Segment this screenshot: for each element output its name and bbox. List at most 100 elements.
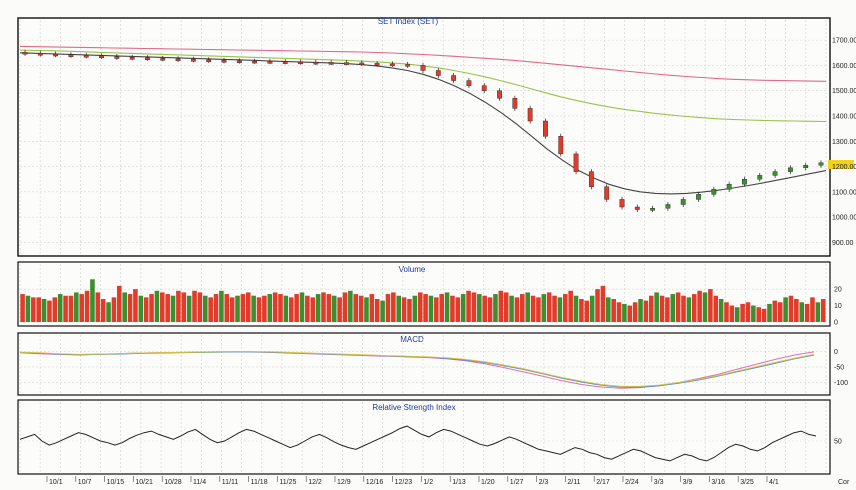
candle-body [374, 63, 380, 66]
volume-bar [708, 289, 713, 322]
macd-layer: 0 -50 -100 [19, 335, 848, 394]
x-tick-label: 3/3 [654, 479, 664, 486]
volume-bar [331, 295, 337, 322]
candle-body [190, 59, 196, 62]
volume-bar [536, 297, 541, 322]
volume-bar [477, 294, 482, 322]
candle-body [53, 53, 59, 57]
volume-bar [127, 294, 133, 322]
x-tick-label: 1/27 [510, 479, 524, 486]
volume-bar [600, 285, 606, 322]
x-tick-label: 1/13 [452, 479, 466, 486]
volume-bar [455, 297, 461, 322]
macd-tick-label: 0 [834, 349, 838, 356]
volume-bar [391, 292, 396, 322]
x-tick-label: 3/25 [740, 479, 754, 486]
volume-bar [143, 297, 149, 322]
volume-bar [788, 295, 794, 322]
price-tick-label: 1100.00 [832, 189, 856, 196]
volume-bar [353, 294, 359, 322]
volume-bar [428, 295, 434, 322]
volume-bar [358, 295, 364, 322]
candle-body [696, 194, 701, 200]
volume-bar [783, 297, 788, 322]
price-layer: 1700.00 1600.00 1500.00 1400.00 1300.00 1200.… [19, 20, 856, 254]
rsi-tick-label: 50 [834, 439, 842, 446]
x-tick-label: 10/21 [135, 479, 153, 486]
volume-bar [63, 295, 68, 322]
volume-bar [616, 302, 622, 322]
volume-bar [541, 294, 547, 322]
rsi-layer: 50 [19, 402, 842, 472]
volume-bar [364, 297, 369, 322]
candle-body [298, 61, 303, 65]
volume-bar [106, 302, 111, 322]
volume-bar [202, 295, 208, 322]
volume-bar [761, 308, 767, 322]
volume-bar [224, 294, 230, 322]
candle-body [37, 53, 43, 56]
current-price-marker [828, 160, 854, 169]
price-panel-title: SET Index (SET) [378, 17, 439, 26]
volume-bar [342, 292, 348, 322]
volume-bar [777, 302, 783, 322]
volume-bar [546, 292, 552, 322]
volume-bar [52, 297, 58, 322]
price-panel-frame [17, 17, 831, 257]
rsi-panel-frame [17, 399, 831, 475]
volume-bar [401, 297, 407, 322]
volume-bar [41, 299, 47, 322]
candle-body [573, 153, 579, 172]
volume-bar [100, 299, 106, 322]
candle-body [114, 56, 120, 59]
candle-body [313, 61, 319, 65]
candle-body [267, 61, 273, 64]
candle-body [558, 136, 564, 155]
volume-bar [138, 295, 144, 322]
volume-bar [670, 294, 676, 322]
moving-average-line-3 [19, 52, 827, 195]
volume-bar [186, 295, 192, 322]
x-tick-label: 1/20 [481, 479, 495, 486]
x-tick-label: 2/11 [567, 479, 580, 486]
volume-panel-title: Volume [399, 265, 426, 274]
volume-bar [160, 292, 165, 322]
rsi-panel-title: Relative Strength Index [372, 403, 455, 412]
price-tick-label: 1600.00 [832, 63, 856, 70]
price-tick-label: 1000.00 [832, 215, 856, 222]
volume-bar [503, 292, 509, 322]
volume-bar [262, 295, 267, 322]
candle-body [145, 57, 150, 61]
rsi-line [19, 425, 817, 462]
x-tick-label: 12/2 [308, 479, 322, 486]
volume-bar [348, 290, 353, 322]
volume-bar [47, 300, 52, 322]
x-tick-label: 11/11 [222, 479, 239, 486]
volume-bar [498, 290, 504, 322]
volume-bar [181, 292, 187, 322]
price-tick-label: 900.00 [832, 240, 854, 247]
x-tick-label: 2/17 [596, 479, 610, 486]
candle-body [757, 175, 763, 180]
volume-bar [557, 297, 563, 322]
volume-bar [149, 294, 154, 322]
volume-bar [283, 295, 289, 322]
volume-bar [122, 292, 127, 322]
x-tick-label: 10/28 [164, 479, 182, 486]
volume-bar [288, 297, 294, 322]
volume-bar [804, 303, 810, 322]
candle-body [175, 58, 181, 62]
candle-body [129, 57, 135, 60]
volume-bar [57, 294, 63, 322]
volume-bar [589, 295, 595, 322]
candle-body [588, 171, 594, 187]
x-tick-label: 12/16 [366, 479, 384, 486]
x-tick-label: 10/15 [107, 479, 125, 486]
volume-bar [450, 295, 455, 322]
candle-body [818, 162, 824, 166]
volume-bar [165, 294, 170, 322]
candle-body [83, 55, 89, 58]
candle-body [650, 208, 656, 211]
price-tick-label: 1300.00 [832, 139, 856, 146]
volume-bar [718, 299, 724, 322]
